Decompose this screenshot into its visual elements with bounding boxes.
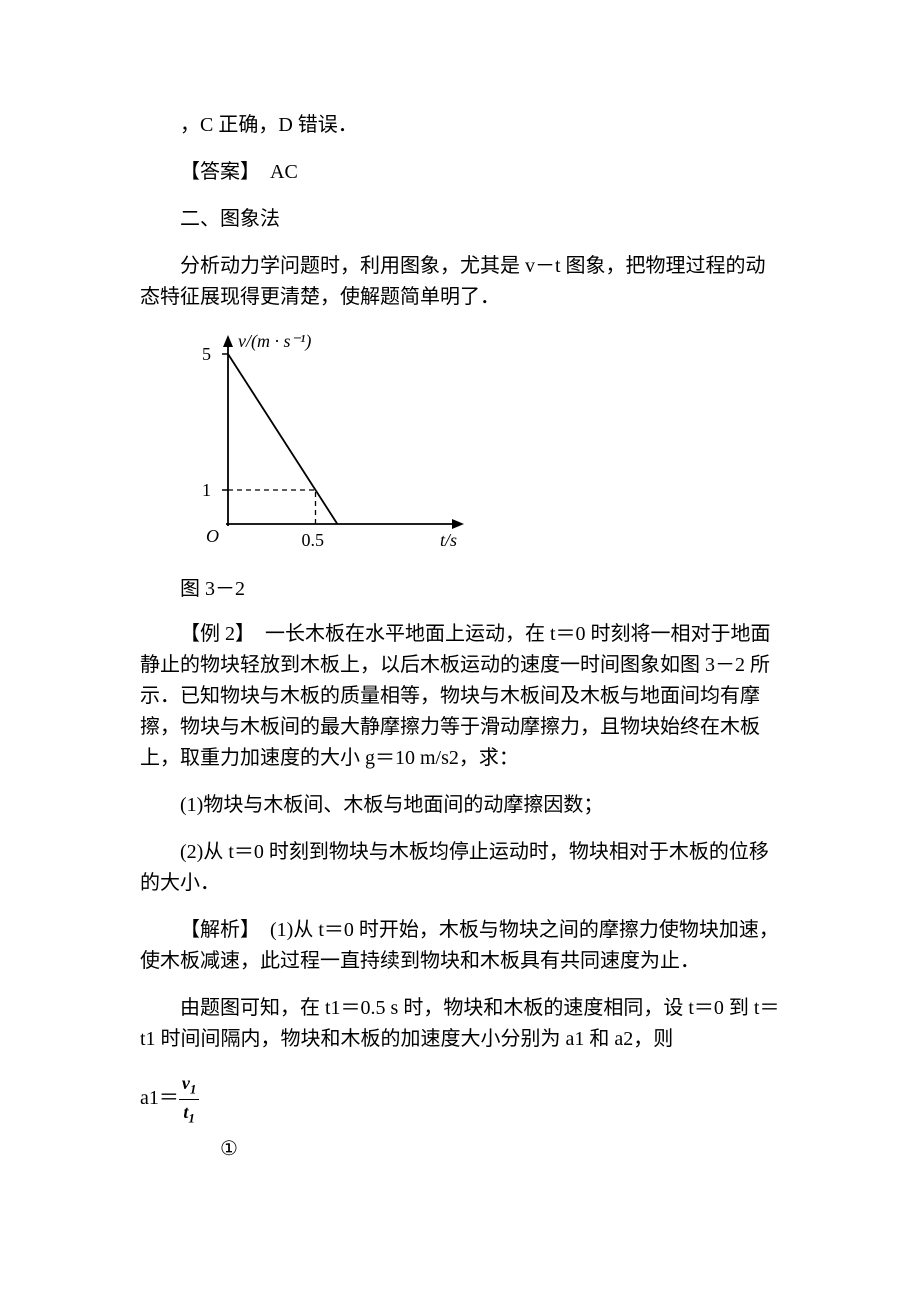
para-q2: (2)从 t＝0 时刻到物块与木板均停止运动时，物块相对于木板的位移的大小．	[140, 837, 780, 899]
frac-num-var: v	[182, 1073, 190, 1093]
para-solution-1: 【解析】 (1)从 t＝0 时开始，木板与物块之间的摩擦力使物块加速，使木板减速…	[140, 915, 780, 977]
para-method-desc: 分析动力学问题时，利用图象，尤其是 v－t 图象，把物理过程的动态特征展现得更清…	[140, 251, 780, 313]
para-answer: 【答案】 AC	[140, 157, 780, 188]
para-conclusion-cd: ，C 正确，D 错误．	[140, 110, 780, 141]
svg-text:0.5: 0.5	[302, 530, 325, 550]
para-example2: 【例 2】 一长木板在水平地面上运动，在 t＝0 时刻将一相对于地面静止的物块轻…	[140, 619, 780, 774]
document-content: ，C 正确，D 错误． 【答案】 AC 二、图象法 分析动力学问题时，利用图象，…	[140, 110, 780, 1161]
frac-den-sub: 1	[188, 1110, 195, 1125]
svg-text:t/s: t/s	[440, 530, 457, 550]
formula-prefix: a1＝	[140, 1087, 179, 1109]
fraction-v1-t1: v1 t1	[179, 1071, 200, 1128]
frac-num-sub: 1	[190, 1082, 197, 1097]
para-q1: (1)物块与木板间、木板与地面间的动摩擦因数；	[140, 790, 780, 821]
heading-method-2: 二、图象法	[140, 204, 780, 235]
eq-number-1: ①	[140, 1136, 238, 1161]
vt-chart: v/(m · s⁻¹) t/s O 1 5 0.5	[180, 329, 780, 564]
svg-text:O: O	[206, 526, 219, 546]
svg-text:5: 5	[202, 344, 211, 364]
svg-text:v/(m · s⁻¹): v/(m · s⁻¹)	[238, 331, 311, 352]
para-solution-2: 由题图可知，在 t1＝0.5 s 时，物块和木板的速度相同，设 t＝0 到 t＝…	[140, 993, 780, 1055]
svg-text:1: 1	[202, 480, 211, 500]
figure-label: 图 3－2	[140, 572, 780, 601]
formula-a1: a1＝ v1 t1	[140, 1071, 780, 1128]
